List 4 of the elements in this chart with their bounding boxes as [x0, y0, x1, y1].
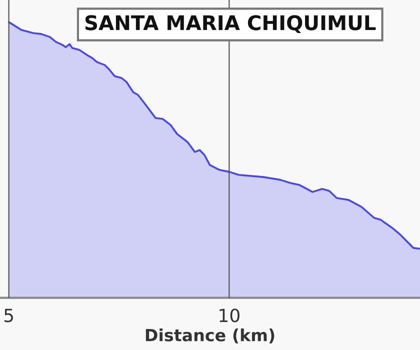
chart-title: SANTA MARIA CHIQUIMUL: [85, 15, 376, 33]
x-tick-label: 10: [220, 308, 240, 322]
x-tick-label: 5: [4, 308, 13, 322]
x-axis-title: Distance (km): [146, 328, 274, 344]
